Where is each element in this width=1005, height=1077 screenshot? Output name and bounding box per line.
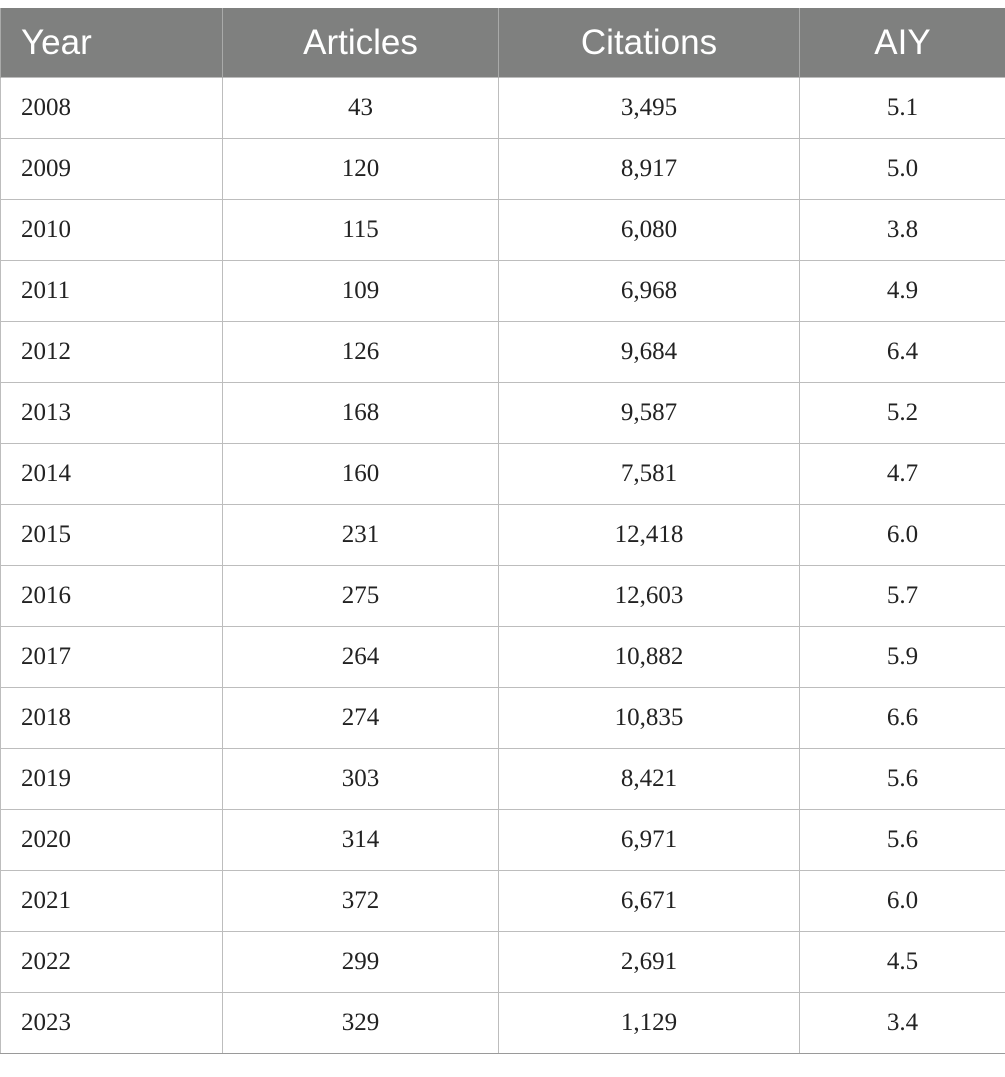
cell-articles: 126 — [222, 321, 499, 383]
table-row: 2018 274 10,835 6.6 — [0, 687, 1005, 749]
cell-citations: 6,968 — [498, 260, 800, 322]
table-row: 2019 303 8,421 5.6 — [0, 748, 1005, 810]
cell-articles: 160 — [222, 443, 499, 505]
cell-citations: 3,495 — [498, 77, 800, 139]
cell-articles: 120 — [222, 138, 499, 200]
cell-citations: 7,581 — [498, 443, 800, 505]
table-row: 2010 115 6,080 3.8 — [0, 199, 1005, 261]
cell-articles: 372 — [222, 870, 499, 932]
table-row: 2009 120 8,917 5.0 — [0, 138, 1005, 200]
cell-year: 2009 — [0, 138, 223, 200]
table-row: 2016 275 12,603 5.7 — [0, 565, 1005, 627]
cell-articles: 303 — [222, 748, 499, 810]
cell-aiy: 5.1 — [799, 77, 1005, 139]
cell-year: 2011 — [0, 260, 223, 322]
table-row: 2012 126 9,684 6.4 — [0, 321, 1005, 383]
cell-year: 2023 — [0, 992, 223, 1054]
cell-year: 2015 — [0, 504, 223, 566]
cell-year: 2012 — [0, 321, 223, 383]
table-row: 2011 109 6,968 4.9 — [0, 260, 1005, 322]
table-row: 2017 264 10,882 5.9 — [0, 626, 1005, 688]
header-year: Year — [0, 8, 223, 78]
cell-aiy: 5.0 — [799, 138, 1005, 200]
cell-year: 2016 — [0, 565, 223, 627]
cell-citations: 10,882 — [498, 626, 800, 688]
cell-year: 2013 — [0, 382, 223, 444]
cell-aiy: 3.4 — [799, 992, 1005, 1054]
cell-aiy: 6.6 — [799, 687, 1005, 749]
table-row: 2008 43 3,495 5.1 — [0, 77, 1005, 139]
cell-aiy: 6.0 — [799, 504, 1005, 566]
cell-citations: 8,421 — [498, 748, 800, 810]
cell-citations: 6,080 — [498, 199, 800, 261]
cell-aiy: 4.9 — [799, 260, 1005, 322]
header-row: Year Articles Citations AIY — [0, 8, 1005, 78]
cell-aiy: 4.5 — [799, 931, 1005, 993]
cell-citations: 2,691 — [498, 931, 800, 993]
articles-citations-table: Year Articles Citations AIY 2008 43 3,495 5… — [0, 8, 1005, 1054]
cell-aiy: 5.6 — [799, 809, 1005, 871]
cell-articles: 43 — [222, 77, 499, 139]
cell-articles: 264 — [222, 626, 499, 688]
table-row: 2021 372 6,671 6.0 — [0, 870, 1005, 932]
cell-year: 2010 — [0, 199, 223, 261]
table-row: 2013 168 9,587 5.2 — [0, 382, 1005, 444]
header-articles: Articles — [222, 8, 499, 78]
cell-year: 2019 — [0, 748, 223, 810]
table-header: Year Articles Citations AIY — [0, 8, 1005, 78]
table-row: 2022 299 2,691 4.5 — [0, 931, 1005, 993]
table-row: 2014 160 7,581 4.7 — [0, 443, 1005, 505]
cell-articles: 109 — [222, 260, 499, 322]
cell-articles: 231 — [222, 504, 499, 566]
cell-articles: 299 — [222, 931, 499, 993]
cell-year: 2022 — [0, 931, 223, 993]
table-row: 2015 231 12,418 6.0 — [0, 504, 1005, 566]
cell-aiy: 6.0 — [799, 870, 1005, 932]
cell-articles: 314 — [222, 809, 499, 871]
cell-articles: 274 — [222, 687, 499, 749]
data-table-container: Year Articles Citations AIY 2008 43 3,495 5… — [0, 8, 1005, 1054]
cell-citations: 9,684 — [498, 321, 800, 383]
cell-articles: 168 — [222, 382, 499, 444]
cell-year: 2020 — [0, 809, 223, 871]
cell-year: 2014 — [0, 443, 223, 505]
cell-year: 2018 — [0, 687, 223, 749]
cell-citations: 10,835 — [498, 687, 800, 749]
cell-citations: 1,129 — [498, 992, 800, 1054]
cell-citations: 8,917 — [498, 138, 800, 200]
cell-aiy: 3.8 — [799, 199, 1005, 261]
cell-articles: 329 — [222, 992, 499, 1054]
table-body: 2008 43 3,495 5.1 2009 120 8,917 5.0 2010 115 6,08… — [0, 77, 1005, 1054]
cell-year: 2021 — [0, 870, 223, 932]
cell-aiy: 5.9 — [799, 626, 1005, 688]
cell-citations: 6,671 — [498, 870, 800, 932]
table-row: 2023 329 1,129 3.4 — [0, 992, 1005, 1054]
cell-aiy: 6.4 — [799, 321, 1005, 383]
cell-articles: 115 — [222, 199, 499, 261]
table-row: 2020 314 6,971 5.6 — [0, 809, 1005, 871]
header-citations: Citations — [498, 8, 800, 78]
header-aiy: AIY — [799, 8, 1005, 78]
cell-articles: 275 — [222, 565, 499, 627]
cell-aiy: 5.7 — [799, 565, 1005, 627]
cell-aiy: 5.2 — [799, 382, 1005, 444]
cell-aiy: 4.7 — [799, 443, 1005, 505]
cell-citations: 12,418 — [498, 504, 800, 566]
cell-year: 2017 — [0, 626, 223, 688]
cell-aiy: 5.6 — [799, 748, 1005, 810]
cell-citations: 12,603 — [498, 565, 800, 627]
cell-citations: 9,587 — [498, 382, 800, 444]
cell-citations: 6,971 — [498, 809, 800, 871]
cell-year: 2008 — [0, 77, 223, 139]
